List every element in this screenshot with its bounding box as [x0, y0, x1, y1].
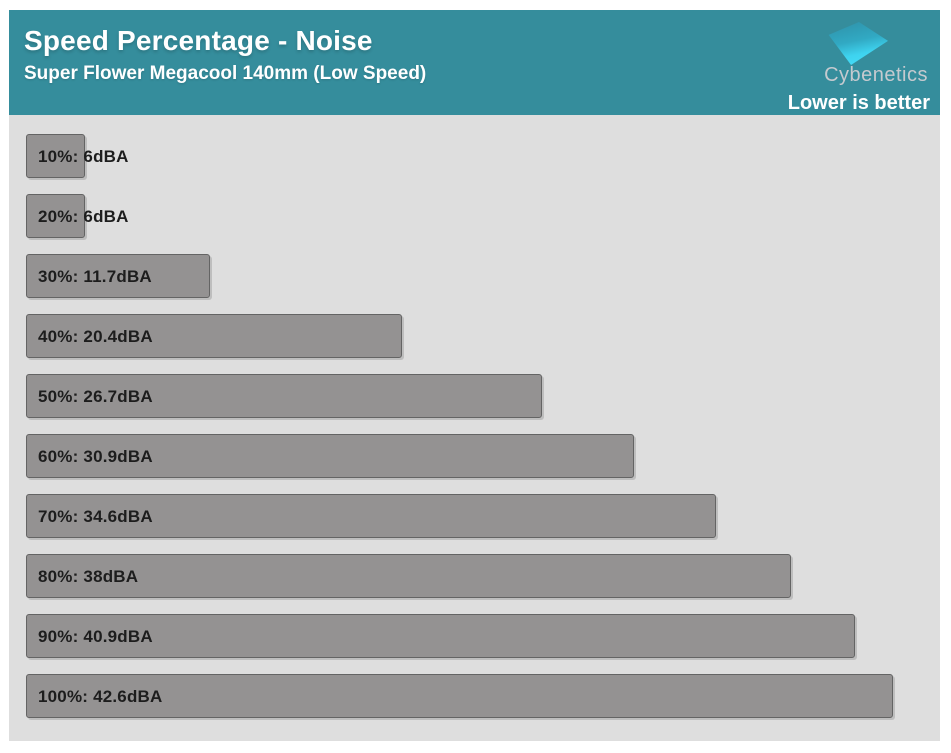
bar-label: 70%: 34.6dBA [38, 507, 153, 526]
chart-header: Speed Percentage - Noise Super Flower Me… [9, 10, 940, 115]
bar-row: 40%: 20.4dBA [26, 314, 929, 358]
bar: 60%: 30.9dBA [26, 434, 635, 478]
bar: 40%: 20.4dBA [26, 314, 403, 358]
bar-row: 100%: 42.6dBA [26, 674, 929, 718]
bar: 90%: 40.9dBA [26, 614, 856, 658]
lower-is-better-note: Lower is better [787, 92, 930, 114]
bar-label: 30%: 11.7dBA [38, 267, 152, 286]
bar-row: 70%: 34.6dBA [26, 494, 929, 538]
bar-row: 80%: 38dBA [26, 554, 929, 598]
bar-row: 50%: 26.7dBA [26, 374, 929, 418]
bar: 70%: 34.6dBA [26, 494, 716, 538]
bar-label: 40%: 20.4dBA [38, 327, 153, 346]
chart-panel: Speed Percentage - Noise Super Flower Me… [9, 10, 940, 741]
bar: 30%: 11.7dBA [26, 254, 211, 298]
bar: 10%: 6dBA [26, 134, 128, 178]
chart-subtitle: Super Flower Megacool 140mm (Low Speed) [24, 63, 427, 84]
bar-label: 90%: 40.9dBA [38, 627, 153, 646]
bar-row: 10%: 6dBA [26, 134, 929, 178]
brand-block: Cybenetics Lower is better [788, 22, 930, 115]
bar-label: 60%: 30.9dBA [38, 447, 153, 466]
bar-label: 50%: 26.7dBA [38, 387, 153, 406]
bar-label: 20%: 6dBA [38, 207, 129, 226]
bar-label: 80%: 38dBA [38, 567, 139, 586]
bar: 50%: 26.7dBA [26, 374, 542, 418]
bar-row: 20%: 6dBA [26, 194, 929, 238]
bar-row: 90%: 40.9dBA [26, 614, 929, 658]
bar-label: 10%: 6dBA [38, 147, 129, 166]
bar: 20%: 6dBA [26, 194, 128, 238]
bar-row: 30%: 11.7dBA [26, 254, 929, 298]
bar: 80%: 38dBA [26, 554, 792, 598]
brand-name: Cybenetics [824, 64, 928, 86]
bar: 100%: 42.6dBA [26, 674, 893, 718]
bar-label: 100%: 42.6dBA [38, 687, 163, 706]
bar-chart: 10%: 6dBA 20%: 6dBA 30%: 11.7dBA 40%: 20.4d… [9, 115, 940, 741]
header-titles: Speed Percentage - Noise Super Flower Me… [24, 24, 426, 115]
cybenetics-logo-icon [828, 22, 888, 65]
bar-row: 60%: 30.9dBA [26, 434, 929, 478]
chart-title: Speed Percentage - Noise [24, 25, 373, 56]
